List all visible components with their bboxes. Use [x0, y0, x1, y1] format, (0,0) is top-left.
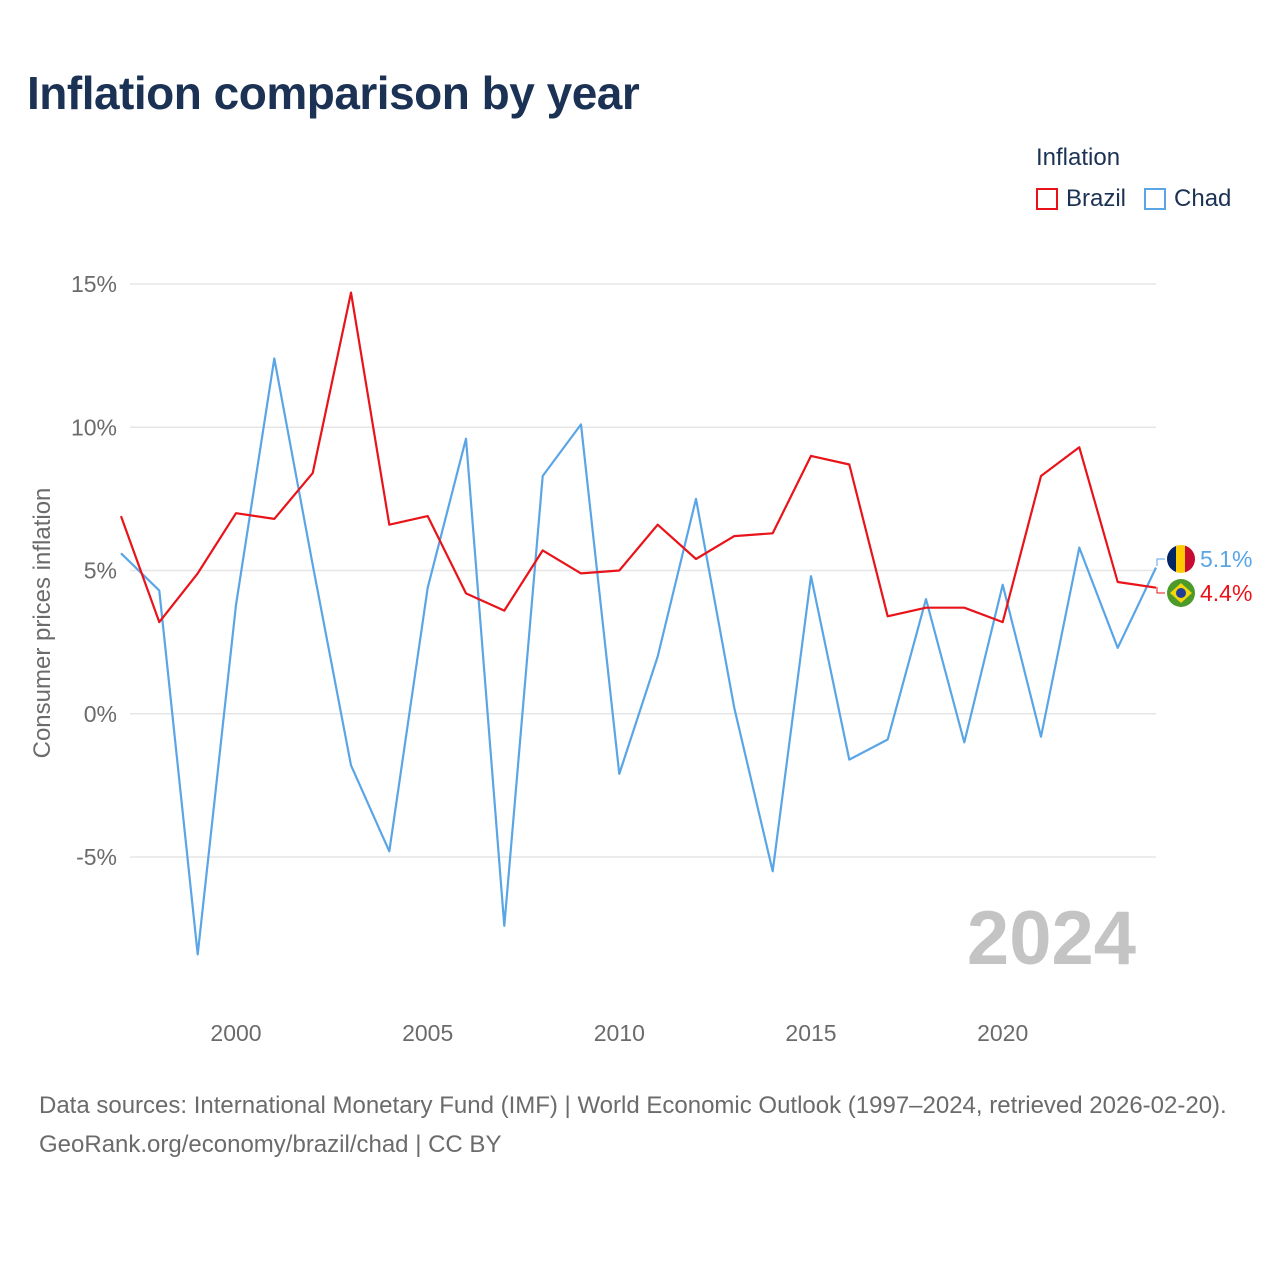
brazil-leader-line — [1156, 587, 1165, 594]
x-tick-label: 2000 — [210, 1020, 261, 1046]
x-tick-labels: 2000 2005 2010 2015 2020 — [210, 1020, 1028, 1046]
grid — [130, 283, 1156, 858]
series-line-brazil[interactable] — [119, 291, 1157, 624]
legend: Brazil Chad — [1036, 185, 1231, 213]
y-tick-label: 10% — [71, 414, 117, 440]
brazil-end-marker: 4.4% — [1156, 579, 1252, 607]
chad-leader-line — [1156, 558, 1165, 566]
year-watermark: 2024 — [967, 896, 1136, 981]
chad-flag-icon — [1167, 545, 1195, 573]
legend-label-brazil: Brazil — [1066, 185, 1127, 212]
chad-end-marker: 5.1% — [1156, 545, 1252, 573]
brazil-end-label: 4.4% — [1200, 580, 1252, 606]
brazil-flag-icon — [1167, 579, 1195, 607]
x-tick-label: 2005 — [402, 1020, 453, 1046]
y-tick-labels: -5% 0% 5% 10% 15% — [71, 271, 117, 870]
y-tick-label: 5% — [84, 558, 117, 584]
legend-label-chad: Chad — [1174, 185, 1232, 212]
chad-end-label: 5.1% — [1200, 546, 1252, 572]
y-tick-label: 15% — [71, 271, 117, 297]
legend-swatch-chad — [1144, 188, 1167, 210]
legend-swatch-brazil — [1036, 188, 1058, 210]
legend-item-chad[interactable]: Chad — [1144, 185, 1231, 213]
y-tick-label: 0% — [84, 701, 117, 727]
y-tick-label: -5% — [76, 844, 117, 870]
credit-link[interactable]: GeoRank.org/economy/brazil/chad | CC BY — [39, 1131, 502, 1158]
y-axis-label: Consumer prices inflation — [29, 488, 56, 759]
series-line-chad[interactable] — [120, 357, 1157, 956]
legend-item-brazil[interactable]: Brazil — [1036, 185, 1126, 213]
x-tick-label: 2015 — [785, 1020, 836, 1046]
data-sources: Data sources: International Monetary Fun… — [39, 1092, 1227, 1119]
x-tick-label: 2020 — [977, 1020, 1028, 1046]
series-lines — [119, 291, 1157, 956]
legend-title: Inflation — [1036, 144, 1121, 171]
footer: Data sources: International Monetary Fun… — [39, 1086, 1249, 1164]
line-chart: -5% 0% 5% 10% 15% 2000 2005 2010 2015 2020 Consu… — [29, 271, 1252, 1046]
x-tick-label: 2010 — [594, 1020, 645, 1046]
chart-title: Inflation comparison by year — [27, 67, 640, 119]
